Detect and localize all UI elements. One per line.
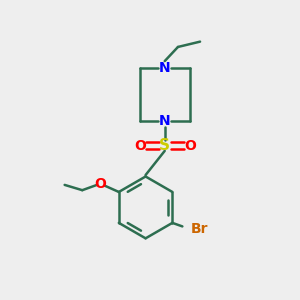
Text: Br: Br <box>190 222 208 236</box>
Text: N: N <box>159 114 170 128</box>
Text: O: O <box>94 177 106 191</box>
Text: N: N <box>159 61 170 75</box>
Text: O: O <box>184 139 196 153</box>
Text: O: O <box>134 139 146 153</box>
Text: S: S <box>159 138 170 153</box>
